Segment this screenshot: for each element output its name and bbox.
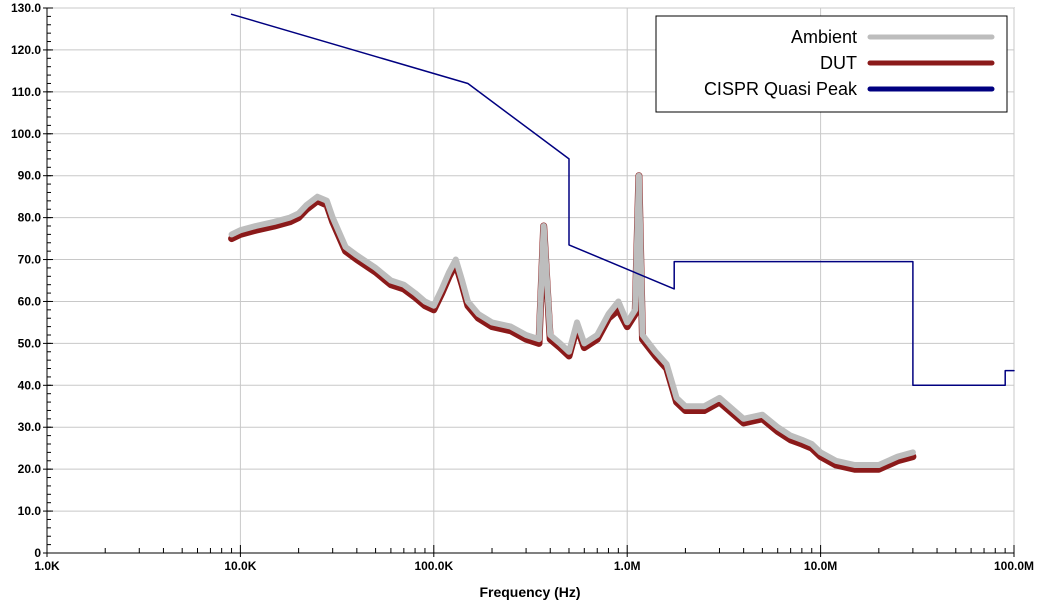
y-tick-label: 130.0 xyxy=(11,1,41,15)
x-axis-title: Frequency (Hz) xyxy=(479,584,580,600)
series-layer xyxy=(228,13,1015,473)
y-tick-label: 30.0 xyxy=(18,420,42,434)
legend: Ambient DUT CISPR Quasi Peak xyxy=(655,15,1008,113)
y-tick-label: 60.0 xyxy=(18,294,42,308)
y-tick-label: 80.0 xyxy=(18,211,42,225)
y-tick-label: 70.0 xyxy=(18,253,42,267)
x-tick-label: 10.0M xyxy=(804,559,837,573)
legend-label: DUT xyxy=(820,53,857,73)
x-tick-label: 1.0M xyxy=(614,559,641,573)
y-tick-label: 0 xyxy=(34,546,41,560)
y-tick-label: 40.0 xyxy=(18,378,42,392)
x-tick-label: 100.0K xyxy=(414,559,453,573)
x-axis-ticks: 1.0K 10.0K 100.0K 1.0M 10.0M 100.0M xyxy=(34,545,1034,573)
y-tick-label: 90.0 xyxy=(18,169,42,183)
y-tick-label: 10.0 xyxy=(18,504,42,518)
y-tick-label: 100.0 xyxy=(11,127,41,141)
x-tick-label: 1.0K xyxy=(34,559,60,573)
x-tick-label: 100.0M xyxy=(994,559,1034,573)
series-line-cispr-quasi-peak xyxy=(230,13,1015,387)
y-tick-label: 50.0 xyxy=(18,336,42,350)
y-tick-label: 110.0 xyxy=(12,85,42,99)
legend-label: Ambient xyxy=(791,27,857,47)
y-tick-label: 20.0 xyxy=(18,462,42,476)
series-line-ambient xyxy=(228,172,916,468)
legend-label: CISPR Quasi Peak xyxy=(704,79,858,99)
x-tick-label: 10.0K xyxy=(224,559,256,573)
y-tick-label: 120.0 xyxy=(11,43,41,57)
y-axis-ticks: 0 10.0 20.0 30.0 40.0 50.0 60.0 70.0 80.0 90.0 100… xyxy=(11,1,53,560)
legend-items: Ambient DUT CISPR Quasi Peak xyxy=(704,27,995,99)
